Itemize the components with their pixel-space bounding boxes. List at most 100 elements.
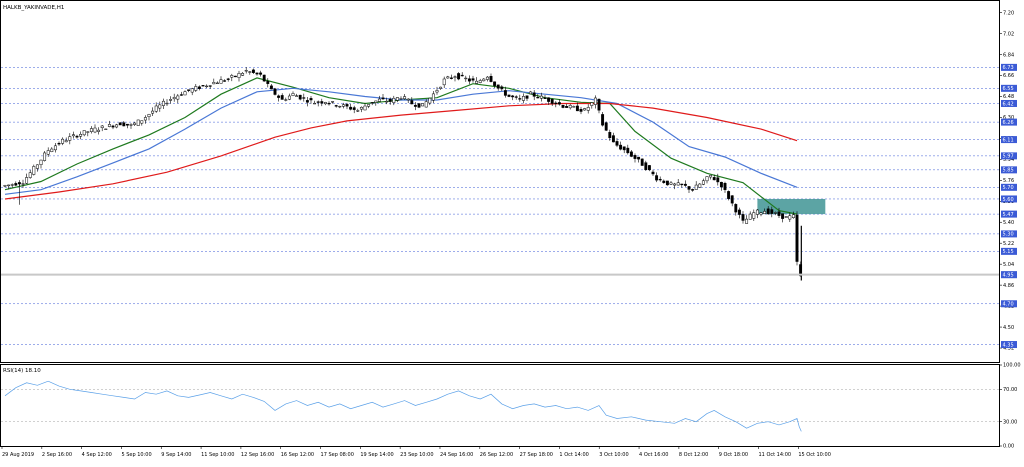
candle-body <box>655 175 659 181</box>
candle-body <box>305 100 309 103</box>
y-tick-label: 6.66 <box>1003 73 1014 79</box>
candle-body <box>298 94 302 100</box>
candle-body <box>219 79 223 84</box>
candle-body <box>151 110 155 114</box>
candle-body <box>125 123 129 126</box>
candle-body <box>547 97 551 102</box>
candle-body <box>259 72 263 75</box>
candle-body <box>673 183 677 186</box>
candle-body <box>737 209 741 215</box>
candle-body <box>680 183 684 186</box>
candle-body <box>536 96 540 99</box>
candle-body <box>302 97 306 99</box>
candle-body <box>403 96 407 100</box>
candle-body <box>320 101 324 104</box>
candle-body <box>467 78 471 82</box>
rsi-tick-label: 70.00 <box>1003 387 1017 393</box>
candle-body <box>161 100 165 106</box>
candle-body <box>554 102 558 104</box>
candle-body <box>525 95 529 99</box>
candle-body <box>705 176 709 182</box>
candle-body <box>439 86 443 89</box>
y-tick-label: 7.02 <box>1003 31 1014 37</box>
y-tick-label: 6.30 <box>1003 115 1014 121</box>
candle-body <box>518 98 522 100</box>
level-label: 5.85 <box>1003 168 1014 174</box>
candle-body <box>568 105 572 109</box>
candle-body <box>212 82 216 85</box>
candle-body <box>158 104 162 109</box>
candle-body <box>25 177 29 184</box>
candle-body <box>359 106 363 110</box>
level-label: 5.70 <box>1003 185 1014 191</box>
candle-body <box>683 183 687 186</box>
candle-body <box>475 80 479 84</box>
level-tag <box>1001 166 1017 174</box>
candle-body <box>784 216 788 218</box>
candle-body <box>503 90 507 96</box>
level-label: 6.73 <box>1003 65 1014 71</box>
candle-body <box>633 155 637 159</box>
candle-body <box>716 177 720 183</box>
candle-body <box>745 218 749 224</box>
candle-body <box>7 184 11 187</box>
candle-body <box>626 147 630 154</box>
candle-body <box>10 184 14 186</box>
level-label: 6.26 <box>1003 120 1014 126</box>
candle-body <box>208 85 212 87</box>
candle-body <box>791 214 795 218</box>
candle-body <box>709 174 713 178</box>
x-tick-label: 29 Aug 2019 <box>2 452 34 458</box>
candle-body <box>140 120 144 124</box>
level-label: 5.30 <box>1003 232 1014 238</box>
candle-body <box>385 101 389 103</box>
candle-body <box>759 212 763 215</box>
rsi-tick-label: 100.00 <box>1003 363 1021 369</box>
level-label: 6.42 <box>1003 101 1014 107</box>
candle-body <box>97 129 101 132</box>
x-tick-label: 19 Sep 14:00 <box>360 452 393 458</box>
candle-body <box>43 152 47 161</box>
x-tick-label: 9 Oct 18:00 <box>719 452 748 458</box>
candle-body <box>251 69 255 73</box>
candle-body <box>129 124 133 126</box>
candle-body <box>421 103 425 107</box>
x-tick-label: 2 Sep 16:00 <box>42 452 72 458</box>
x-tick-label: 3 Oct 10:00 <box>599 452 628 458</box>
x-tick-label: 11 Sep 10:00 <box>201 452 234 458</box>
candle-body <box>183 91 187 96</box>
candle-body <box>334 105 338 107</box>
candle-body <box>3 185 7 187</box>
candle-body <box>514 96 518 98</box>
y-tick-label: 6.48 <box>1003 94 1014 100</box>
candle-body <box>349 106 353 110</box>
candle-body <box>104 128 108 130</box>
candle-body <box>68 136 72 141</box>
candle-body <box>428 97 432 104</box>
candle-body <box>482 78 486 82</box>
candle-body <box>788 215 792 220</box>
candle-body <box>539 95 543 99</box>
level-tag <box>1001 136 1017 144</box>
candle-body <box>511 95 515 98</box>
level-tag <box>1001 300 1017 308</box>
candle-body <box>406 98 410 101</box>
candle-body <box>280 95 284 100</box>
x-tick-label: 4 Oct 16:00 <box>639 452 668 458</box>
candle-body <box>345 104 349 107</box>
candle-body <box>471 78 475 81</box>
candle-body <box>313 102 317 105</box>
level-tag <box>1001 183 1017 191</box>
price-pane-frame <box>0 0 1000 363</box>
candle-body <box>201 85 205 87</box>
level-label: 6.55 <box>1003 86 1014 92</box>
candle-body <box>399 98 403 100</box>
candle-body <box>363 105 367 111</box>
candle-body <box>32 166 36 175</box>
candle-body <box>586 107 590 111</box>
candle-body <box>46 150 50 155</box>
candle-body <box>464 77 468 80</box>
candle-body <box>262 74 266 82</box>
y-tick-label: 4.32 <box>1003 346 1014 352</box>
